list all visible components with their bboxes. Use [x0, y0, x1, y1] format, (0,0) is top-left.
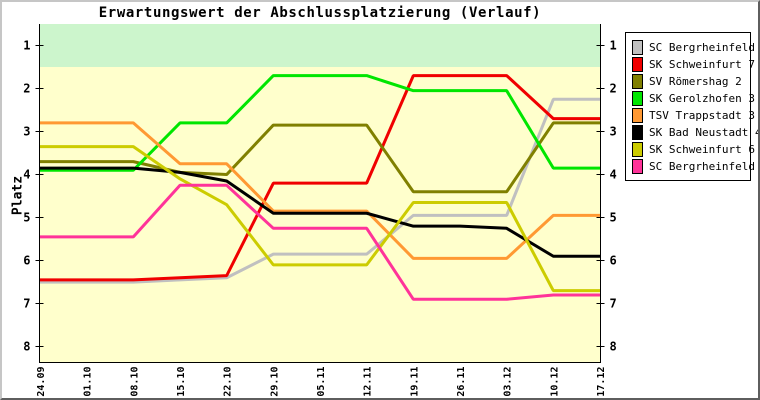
legend-color-swatch-icon	[632, 159, 643, 174]
x-tick-label: 22.10	[223, 367, 234, 397]
y-tick-label-left: 2	[23, 82, 30, 96]
series-line-sv-r-mershag-2	[40, 121, 600, 194]
y-tick-label-right: 5	[610, 211, 617, 225]
legend-color-swatch-icon	[632, 91, 643, 106]
legend-color-swatch-icon	[632, 40, 643, 55]
legend-item: SC Bergrheinfeld 5	[632, 39, 758, 56]
legend-label: SK Bad Neustadt 4	[649, 126, 760, 139]
legend-item: TSV Trappstadt 3	[632, 107, 755, 124]
x-tick-label: 01.10	[83, 367, 94, 397]
y-tick-label-left: 3	[23, 125, 30, 139]
y-tick-label-left: 1	[23, 39, 30, 53]
legend-color-swatch-icon	[632, 125, 643, 140]
series-line-sk-schweinfurt-7	[40, 74, 600, 282]
x-tick-label: 03.12	[503, 367, 514, 397]
y-tick-label-left: 7	[23, 297, 30, 311]
x-tick-label: 05.11	[316, 367, 327, 397]
series-line-tsv-trappstadt-3	[40, 121, 600, 260]
x-tick-label: 15.10	[176, 367, 187, 397]
x-tick-label: 24.09	[36, 367, 47, 397]
x-tick-label: 19.11	[409, 367, 420, 397]
y-tick-label-right: 4	[610, 168, 617, 182]
legend-label: SK Gerolzhofen 3	[649, 92, 755, 105]
series-line-sk-bad-neustadt-4	[40, 166, 600, 258]
y-tick-label-left: 6	[23, 254, 30, 268]
legend-item: SV Römershag 2	[632, 73, 750, 90]
legend-item: SC Bergrheinfeld 4	[632, 158, 758, 175]
legend-color-swatch-icon	[632, 108, 643, 123]
legend-label: SV Römershag 2	[649, 75, 742, 88]
legend-item: SK Bad Neustadt 4	[632, 124, 758, 141]
legend-label: SC Bergrheinfeld 4	[649, 160, 760, 173]
x-tick-label: 12.11	[363, 367, 374, 397]
series-line-sc-bergrheinfeld-5	[40, 97, 600, 284]
y-tick-label-left: 8	[23, 340, 30, 354]
y-tick-label-left: 5	[23, 211, 30, 225]
y-tick-label-right: 6	[610, 254, 617, 268]
y-tick-label-left: 4	[23, 168, 30, 182]
legend-item: SK Schweinfurt 7	[632, 56, 755, 73]
y-tick-label-right: 3	[610, 125, 617, 139]
legend-color-swatch-icon	[632, 142, 643, 157]
x-tick-label: 29.10	[269, 367, 280, 397]
y-tick-label-right: 7	[610, 297, 617, 311]
legend-color-swatch-icon	[632, 74, 643, 89]
legend-color-swatch-icon	[632, 57, 643, 72]
legend-label: SK Schweinfurt 7	[649, 58, 755, 71]
x-tick-label: 08.10	[129, 367, 140, 397]
x-tick-label: 26.11	[456, 367, 467, 397]
legend-item: SK Schweinfurt 6	[632, 141, 755, 158]
top-placement-band	[39, 24, 601, 68]
series-line-sk-gerolzhofen-3	[40, 74, 600, 172]
x-tick-label: 17.12	[596, 367, 607, 397]
chart-title: Erwartungswert der Abschlussplatzierung …	[98, 5, 542, 21]
y-tick-label-right: 8	[610, 340, 617, 354]
axes	[39, 24, 601, 363]
legend-item: SK Gerolzhofen 3	[632, 90, 755, 107]
x-tick-label: 10.12	[549, 367, 560, 397]
series-line-sk-schweinfurt-6	[40, 145, 600, 293]
y-tick-label-right: 1	[610, 39, 617, 53]
legend-label: SK Schweinfurt 6	[649, 143, 755, 156]
series-line-sc-bergrheinfeld-4	[40, 183, 600, 301]
plot-background	[39, 24, 601, 363]
legend-label: TSV Trappstadt 3	[649, 109, 755, 122]
legend: SC Bergrheinfeld 5 SK Schweinfurt 7 SV Röm…	[625, 32, 758, 181]
legend-label: SC Bergrheinfeld 5	[649, 41, 760, 54]
y-tick-label-right: 2	[610, 82, 617, 96]
